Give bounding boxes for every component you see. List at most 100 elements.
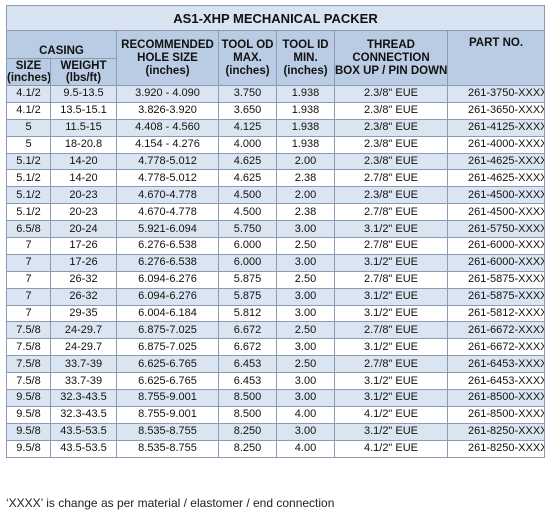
table-row: 5 18-20.8 4.154 - 4.276 4.000 1.938 2.3/8" EU… [6, 135, 546, 154]
cell-size: 7.5/8 [6, 338, 51, 357]
table-row: 4.1/2 9.5-13.5 3.920 - 4.090 3.750 1.938 2.3/… [6, 85, 546, 103]
cell-weight: 33.7-39 [50, 355, 117, 374]
cell-tool-od: 4.000 [218, 135, 277, 154]
cell-hole-size: 6.875-7.025 [116, 321, 219, 340]
cell-tool-od: 5.750 [218, 220, 277, 239]
cell-weight: 24-29.7 [50, 321, 117, 340]
cell-weight: 11.5-15 [50, 118, 117, 137]
cell-thread: 2.7/8" EUE [334, 321, 448, 340]
cell-weight: 17-26 [50, 237, 117, 255]
table-body: 4.1/2 9.5-13.5 3.920 - 4.090 3.750 1.938 2.3/… [6, 85, 546, 458]
header-tool-od: TOOL OD MAX. (inches) [218, 30, 277, 86]
cell-size: 7 [6, 287, 51, 306]
cell-part-no: 261-4625-XXXX [446, 169, 546, 188]
table-row: 9.5/8 32.3-43.5 8.755-9.001 8.500 4.00 4.1/2"… [6, 405, 546, 424]
header-thread-line3: BOX UP / PIN DOWN [335, 64, 448, 77]
cell-part-no: 261-5875-XXXX [446, 270, 546, 289]
cell-tool-od: 5.875 [218, 270, 277, 289]
cell-hole-size: 5.921-6.094 [116, 220, 219, 239]
cell-tool-od: 3.750 [218, 85, 277, 103]
cell-part-no: 261-6000-XXXX [446, 253, 546, 272]
cell-size: 7.5/8 [6, 372, 51, 391]
spec-table-container: AS1-XHP MECHANICAL PACKER CASING RECOMME… [5, 5, 546, 458]
cell-part-no: 261-8250-XXXX [446, 422, 546, 441]
cell-weight: 17-26 [50, 253, 117, 272]
cell-part-no: 261-8250-XXXX [446, 439, 546, 458]
cell-weight: 26-32 [50, 287, 117, 306]
footnote: ‘XXXX’ is change as per material / elast… [6, 496, 335, 510]
cell-part-no: 261-5875-XXXX [446, 287, 546, 306]
table-row: 4.1/2 13.5-15.1 3.826-3.920 3.650 1.938 2.3/8… [6, 101, 546, 120]
cell-tool-id: 2.50 [276, 237, 335, 255]
cell-hole-size: 4.670-4.778 [116, 186, 219, 205]
header-weight-line2: (lbs/ft) [65, 72, 102, 84]
cell-hole-size: 4.408 - 4.560 [116, 118, 219, 137]
cell-thread: 3.1/2" EUE [334, 304, 448, 323]
cell-part-no: 261-4125-XXXX [446, 118, 546, 137]
cell-tool-id: 3.00 [276, 422, 335, 441]
cell-part-no: 261-3750-XXXX [446, 85, 546, 103]
cell-hole-size: 4.778-5.012 [116, 152, 219, 171]
header-thread-line2: CONNECTION [352, 51, 430, 64]
cell-weight: 43.5-53.5 [50, 439, 117, 458]
table-row: 5.1/2 20-23 4.670-4.778 4.500 2.38 2.7/8" EUE… [6, 203, 546, 222]
cell-weight: 32.3-43.5 [50, 405, 117, 424]
cell-hole-size: 4.778-5.012 [116, 169, 219, 188]
cell-size: 7 [6, 237, 51, 255]
cell-tool-od: 4.625 [218, 169, 277, 188]
cell-part-no: 261-8500-XXXX [446, 405, 546, 424]
cell-tool-od: 8.250 [218, 422, 277, 441]
cell-thread: 3.1/2" EUE [334, 422, 448, 441]
header-hole-line3: (inches) [145, 64, 190, 77]
cell-tool-id: 1.938 [276, 101, 335, 120]
header-casing: CASING [6, 30, 117, 59]
table-title: AS1-XHP MECHANICAL PACKER [5, 5, 546, 31]
cell-thread: 2.3/8" EUE [334, 101, 448, 120]
cell-thread: 4.1/2" EUE [334, 439, 448, 458]
cell-thread: 2.7/8" EUE [334, 237, 448, 255]
cell-tool-od: 6.672 [218, 338, 277, 357]
cell-thread: 2.3/8" EUE [334, 85, 448, 103]
cell-tool-od: 4.625 [218, 152, 277, 171]
cell-thread: 3.1/2" EUE [334, 389, 448, 407]
table-row: 7 17-26 6.276-6.538 6.000 3.00 3.1/2" EUE 261-… [6, 253, 546, 272]
table-row: 5 11.5-15 4.408 - 4.560 4.125 1.938 2.3/8" EU… [6, 118, 546, 137]
header-tool-od-line1: TOOL OD [221, 38, 274, 51]
table-row: 9.5/8 43.5-53.5 8.535-8.755 8.250 3.00 3.1/2"… [6, 422, 546, 441]
cell-weight: 24-29.7 [50, 338, 117, 357]
cell-tool-id: 3.00 [276, 304, 335, 323]
table-row: 5.1/2 20-23 4.670-4.778 4.500 2.00 2.3/8" EUE… [6, 186, 546, 205]
header-thread-line1: THREAD [367, 38, 415, 51]
cell-thread: 2.3/8" EUE [334, 135, 448, 154]
cell-thread: 2.3/8" EUE [334, 118, 448, 137]
header-hole-size: RECOMMENDED HOLE SIZE (inches) [116, 30, 219, 86]
cell-tool-id: 2.00 [276, 186, 335, 205]
cell-tool-od: 8.250 [218, 439, 277, 458]
cell-tool-id: 3.00 [276, 338, 335, 357]
cell-part-no: 261-4000-XXXX [446, 135, 546, 154]
cell-part-no: 261-6000-XXXX [446, 237, 546, 255]
cell-tool-id: 4.00 [276, 405, 335, 424]
table-row: 7.5/8 33.7-39 6.625-6.765 6.453 3.00 3.1/2" E… [6, 372, 546, 391]
cell-hole-size: 6.276-6.538 [116, 253, 219, 272]
cell-tool-id: 2.38 [276, 203, 335, 222]
cell-hole-size: 8.535-8.755 [116, 439, 219, 458]
cell-size: 9.5/8 [6, 405, 51, 424]
header-weight: WEIGHT (lbs/ft) [50, 58, 117, 86]
table-row: 7.5/8 33.7-39 6.625-6.765 6.453 2.50 2.7/8" E… [6, 355, 546, 374]
header-thread: THREAD CONNECTION BOX UP / PIN DOWN [334, 30, 448, 86]
table-row: 7 17-26 6.276-6.538 6.000 2.50 2.7/8" EUE 261-… [6, 237, 546, 255]
cell-weight: 26-32 [50, 270, 117, 289]
cell-weight: 9.5-13.5 [50, 85, 117, 103]
cell-weight: 14-20 [50, 169, 117, 188]
cell-thread: 2.7/8" EUE [334, 203, 448, 222]
table-row: 5.1/2 14-20 4.778-5.012 4.625 2.00 2.3/8" EUE… [6, 152, 546, 171]
cell-tool-id: 1.938 [276, 85, 335, 103]
header-weight-line1: WEIGHT [60, 59, 107, 72]
cell-tool-od: 4.125 [218, 118, 277, 137]
header-hole-line1: RECOMMENDED [121, 38, 214, 51]
cell-hole-size: 8.755-9.001 [116, 405, 219, 424]
cell-thread: 2.7/8" EUE [334, 355, 448, 374]
cell-thread: 2.7/8" EUE [334, 169, 448, 188]
cell-hole-size: 6.094-6.276 [116, 270, 219, 289]
